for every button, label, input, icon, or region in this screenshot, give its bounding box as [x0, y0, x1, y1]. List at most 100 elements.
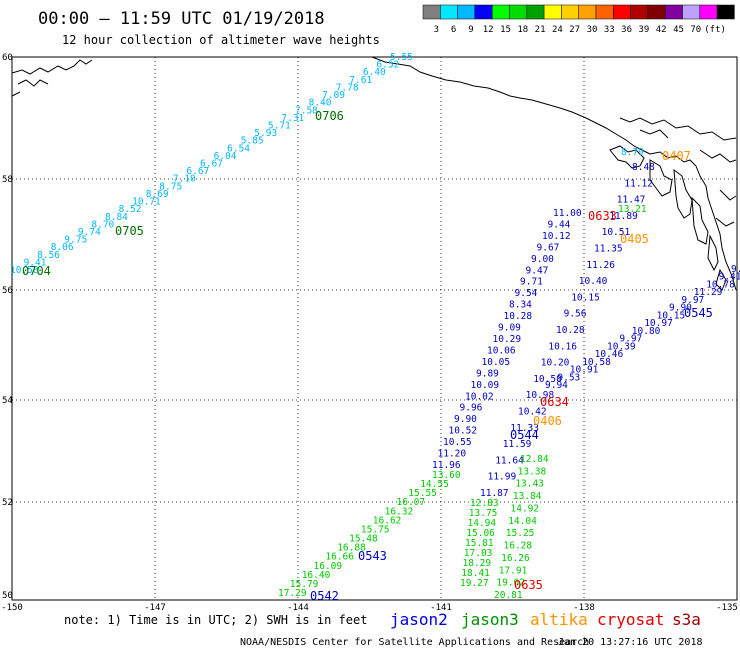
wave-height-value: 8.40 — [309, 98, 332, 109]
wave-height-value: 11.87 — [480, 488, 509, 499]
legend-swatch — [509, 4, 528, 20]
pass-label: 0543 — [358, 549, 387, 563]
wave-height-value: 14.92 — [511, 504, 540, 515]
legend-swatch — [716, 4, 735, 20]
legend-label: 42 — [656, 25, 667, 35]
lon-label: -150 — [1, 603, 23, 613]
pass-label: 0407 — [662, 149, 691, 163]
wave-height-value: 10.05 — [482, 357, 511, 368]
wave-height-value: 8.69 — [146, 189, 169, 200]
wave-height-value: 8.75 — [159, 181, 182, 192]
legend-label: 15 — [500, 25, 511, 35]
wave-height-value: 17.03 — [464, 548, 493, 559]
wave-height-value: 7.78 — [336, 82, 359, 93]
wave-height-value: 10.78 — [706, 280, 735, 291]
wave-height-value: 13.43 — [515, 479, 544, 490]
footer-credit: NOAA/NESDIS Center for Satellite Applica… — [240, 637, 589, 648]
legend-label: 30 — [587, 25, 598, 35]
wave-height-value: 10.29 — [493, 334, 522, 345]
wave-height-value: 9.35 — [731, 264, 740, 275]
satellite-s3a: s3a — [672, 610, 701, 629]
legend-swatch — [474, 4, 493, 20]
wave-height-value: 9.97 — [681, 295, 704, 306]
legend-unit: (ft) — [704, 25, 726, 35]
altimeter-tracks: 10.589.418.568.069.759.748.708.848.5210.… — [10, 52, 740, 601]
lon-label: -144 — [287, 603, 309, 613]
wave-height-value: 10.15 — [657, 310, 686, 321]
pass-label: 0705 — [115, 224, 144, 238]
wave-height-value: 13.75 — [469, 508, 498, 519]
satellite-altika: altika — [530, 610, 588, 629]
wave-height-value: 10.20 — [541, 358, 570, 369]
wave-height-value: 5.55 — [390, 52, 413, 63]
wave-height-value: 11.96 — [432, 460, 461, 471]
wave-height-value: 9.47 — [526, 265, 549, 276]
wave-height-value: 8.52 — [119, 204, 142, 215]
wave-height-value: 10.42 — [518, 407, 547, 418]
legend-label: 33 — [604, 25, 615, 35]
wave-height-value: 10.15 — [571, 292, 600, 303]
wave-height-value: 15.06 — [466, 528, 495, 539]
wave-height-value: 9.54 — [515, 288, 538, 299]
wave-height-value: 11.29 — [694, 287, 723, 298]
wave-height-value: 10.09 — [471, 380, 500, 391]
wave-height-value: 6.67 — [186, 166, 209, 177]
wave-height-value: 10.52 — [449, 426, 478, 437]
wave-height-value: 5.93 — [254, 128, 277, 139]
wave-height-value: 10.12 — [542, 231, 571, 242]
wave-height-value: 10.02 — [465, 391, 494, 402]
pass-label: 0635 — [514, 578, 543, 592]
pass-label: 0633 — [588, 209, 617, 223]
wave-height-value: 16.40 — [302, 570, 331, 581]
wave-height-value: 8.56 — [37, 250, 60, 261]
wave-height-value: 9.09 — [498, 323, 521, 334]
wave-height-value: 16.28 — [504, 541, 533, 552]
wave-height-value: 7.58 — [295, 105, 318, 116]
wave-height-value: 8.79 — [621, 147, 644, 158]
wave-height-value: 10.06 — [487, 346, 516, 357]
wave-height-value: 10.58 — [582, 357, 611, 368]
wave-height-value: 10.39 — [607, 341, 636, 352]
legend-label: 45 — [673, 25, 684, 35]
wave-height-value: 9.41 — [24, 257, 47, 268]
wave-height-value: 16.88 — [337, 543, 366, 554]
wave-height-value: 17.29 — [278, 588, 307, 599]
legend-label: 6 — [451, 25, 456, 35]
footer-note: note: 1) Time is in UTC; 2) SWH is in fe… — [64, 613, 367, 627]
wave-height-value: 15.25 — [506, 528, 535, 539]
wave-height-value: 9.41 — [719, 272, 740, 283]
lat-lon-grid: 60 58 56 54 52 50 -150 -147 -144 -141 -138 -135 — [1, 53, 738, 613]
wave-height-value: 11.33 — [510, 423, 539, 434]
legend-label: 3 — [434, 25, 439, 35]
wave-height-value: 9.96 — [460, 403, 483, 414]
legend-swatch — [561, 4, 579, 20]
legend-swatch — [664, 4, 683, 20]
wave-height-value: 20.81 — [494, 590, 523, 601]
wave-height-value: 15.75 — [361, 525, 390, 536]
wave-height-value: 14.94 — [468, 518, 497, 529]
wave-height-value: 11.12 — [624, 178, 653, 189]
legend-swatch — [630, 4, 649, 20]
lon-label: -141 — [430, 603, 452, 613]
wave-height-value: 16.26 — [501, 553, 530, 564]
wave-height-value: 7.31 — [281, 113, 304, 124]
legend-label: 39 — [638, 25, 649, 35]
color-legend: 3 6 9 12 15 18 21 24 27 30 33 36 39 42 45 70 (ft) — [422, 4, 735, 35]
legend-label: 27 — [569, 25, 580, 35]
wave-height-value: 9.53 — [557, 372, 580, 383]
legend-label: 9 — [468, 25, 473, 35]
legend-label: 21 — [535, 25, 546, 35]
legend-swatch — [457, 4, 476, 20]
wave-height-value: 7.10 — [173, 174, 196, 185]
legend-swatch — [699, 4, 718, 20]
wave-height-value: 10.97 — [644, 318, 673, 329]
lat-label: 52 — [2, 498, 13, 508]
map-title: 00:00 – 11:59 UTC 01/19/2018 — [38, 9, 325, 29]
legend-swatch — [526, 4, 545, 20]
pass-label: 0542 — [310, 589, 339, 603]
pass-label: 0405 — [620, 232, 649, 246]
wave-height-value: 15.79 — [290, 579, 319, 590]
wave-height-value: 9.89 — [476, 368, 499, 379]
